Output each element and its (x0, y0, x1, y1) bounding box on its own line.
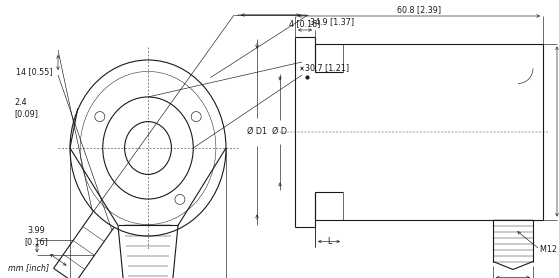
Text: 30.7 [1.21]: 30.7 [1.21] (305, 63, 349, 73)
Text: mm [inch]: mm [inch] (8, 264, 49, 272)
Text: 2.4
[0.09]: 2.4 [0.09] (14, 98, 38, 118)
Text: 3.99
[0.16]: 3.99 [0.16] (25, 226, 48, 246)
Text: M12 x 1: M12 x 1 (540, 245, 559, 254)
Text: Ø D: Ø D (272, 127, 287, 136)
Text: 14 [0.55]: 14 [0.55] (16, 68, 53, 76)
Text: 60.8 [2.39]: 60.8 [2.39] (397, 5, 441, 14)
Text: Ø D1: Ø D1 (247, 127, 267, 136)
Text: 34.9 [1.37]: 34.9 [1.37] (310, 18, 354, 26)
Text: L: L (327, 237, 331, 246)
Text: 4 [0.16]: 4 [0.16] (290, 19, 321, 28)
